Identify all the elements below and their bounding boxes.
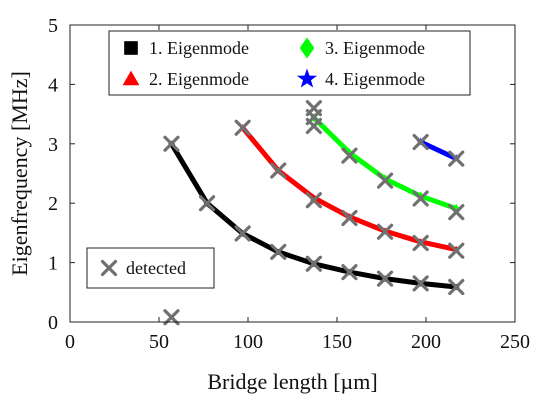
legend-label-2: 2. Eigenmode	[149, 69, 249, 89]
y-tick-label: 2	[48, 193, 58, 215]
detected-point	[341, 147, 358, 164]
x-tick-label: 250	[500, 331, 530, 353]
legend-detected-label: detected	[126, 258, 186, 278]
detected-point	[376, 270, 394, 287]
legend-marker-2	[122, 70, 140, 86]
detected-point	[376, 172, 394, 189]
legend-label-3: 3. Eigenmode	[325, 38, 425, 58]
plot-frame	[69, 24, 516, 323]
detected-point	[163, 135, 180, 152]
legend-detected: detected	[86, 247, 215, 289]
detected-point	[341, 209, 358, 227]
detected-point	[412, 190, 429, 207]
detected-point	[448, 242, 465, 259]
y-axis-title: Eigenfrequency [MHz]	[7, 71, 32, 276]
detected-point	[341, 264, 358, 281]
y-tick-label: 5	[48, 15, 58, 37]
y-tick-label: 4	[48, 74, 58, 96]
x-tick-label: 200	[411, 331, 441, 353]
detected-point	[412, 275, 429, 292]
y-tick-label: 0	[48, 312, 58, 334]
plot-area	[163, 100, 465, 326]
detected-point	[234, 119, 251, 136]
legend-marker-4	[297, 68, 317, 88]
series-line-3	[311, 115, 459, 212]
legend-marker-3	[299, 37, 315, 59]
y-tick-label: 3	[48, 134, 58, 156]
x-tick-label: 150	[322, 331, 352, 353]
detected-point	[270, 162, 287, 179]
detected-point	[412, 234, 429, 252]
detected-point	[448, 278, 465, 296]
x-axis-title: Bridge length [µm]	[207, 369, 377, 394]
legend-box	[108, 30, 471, 96]
detected-point	[448, 150, 465, 167]
detected-point	[448, 204, 465, 221]
detected-point	[305, 255, 322, 272]
x-tick-label: 100	[233, 331, 263, 353]
detected-point	[270, 243, 287, 261]
legend-label-4: 4. Eigenmode	[325, 69, 425, 89]
series-line-4	[418, 139, 459, 162]
legend-label-1: 1. Eigenmode	[149, 38, 249, 58]
x-tick-label: 0	[65, 331, 75, 353]
legend-detected-marker	[100, 259, 118, 277]
axes: 0 50 100 150 200 250 0 1 2 3 4 5	[48, 15, 530, 353]
detected-point	[305, 100, 322, 117]
y-tick-label: 1	[48, 253, 58, 275]
x-tick-label: 50	[149, 331, 169, 353]
detected-point	[412, 133, 429, 151]
legend: 1. Eigenmode 3. Eigenmode 2. Eigenmode 4. E…	[108, 30, 471, 96]
legend-marker-1	[124, 41, 138, 55]
detected-point	[305, 192, 322, 209]
detected-point	[376, 223, 394, 240]
detected-point	[234, 225, 251, 242]
detected-point	[198, 195, 216, 212]
